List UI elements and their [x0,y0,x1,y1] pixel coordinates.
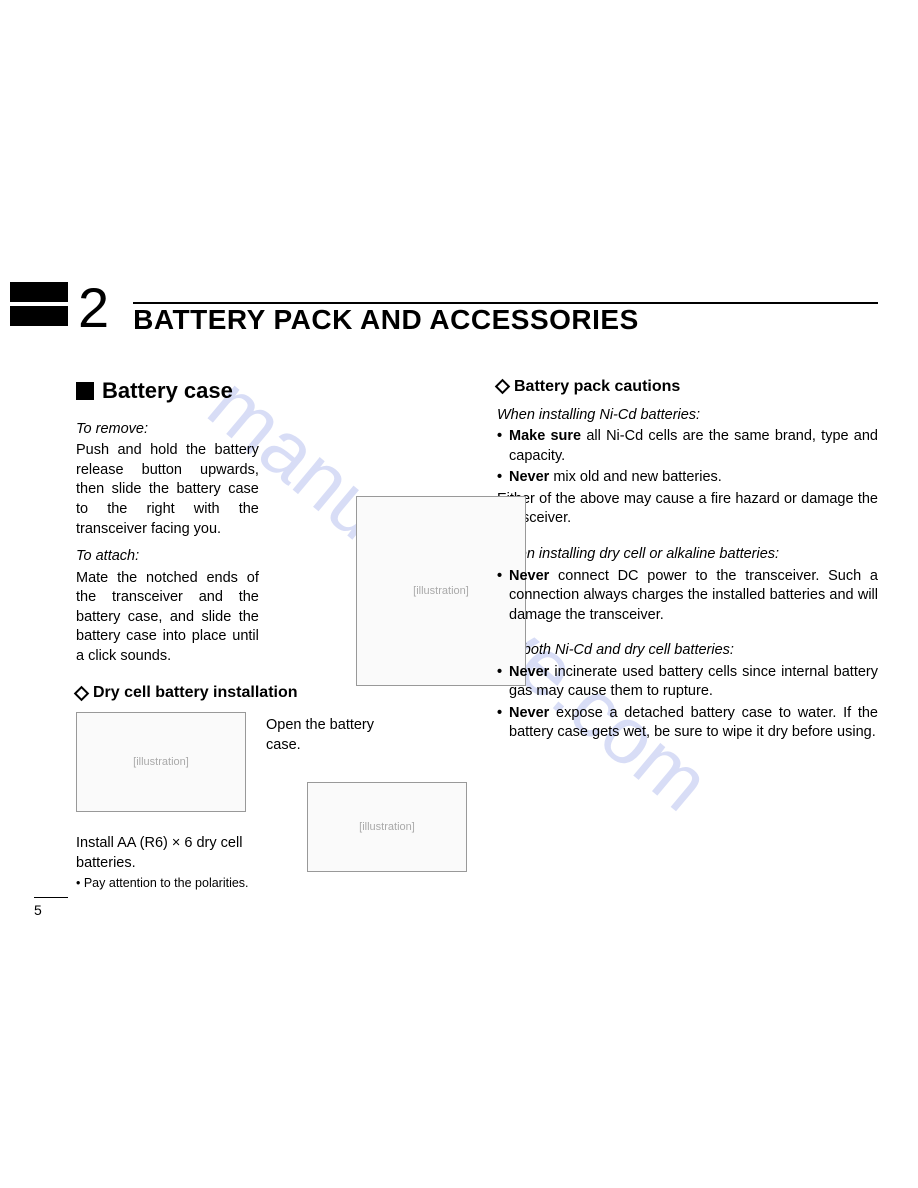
chapter-title-wrap: BATTERY PACK AND ACCESSORIES [133,302,878,336]
dry-list: Never connect DC power to the transceive… [497,567,878,626]
polarity-note: • Pay attention to the polarities. [76,875,457,892]
install-caption: Install AA (R6) × 6 dry cell batteries. [76,834,266,873]
nicd-label: When installing Ni-Cd batteries: [497,406,878,426]
dry-bullet-1: Never connect DC power to the transceive… [497,567,878,626]
diamond-bullet-icon [74,685,90,701]
right-column: Battery pack cautions When installing Ni… [497,376,878,892]
battery-case-heading: Battery case [76,376,457,406]
page-number: 5 [34,902,42,918]
chapter-title: BATTERY PACK AND ACCESSORIES [133,304,878,336]
cautions-heading-text: Battery pack cautions [514,376,680,398]
to-remove-text: Push and hold the battery release button… [76,441,259,539]
both-b2-rest: expose a detached battery case to water.… [509,705,878,741]
both-bullet-2: Never expose a detached battery case to … [497,704,878,743]
dry-b1-bold: Never [509,568,549,584]
nicd-b2-rest: mix old and new batteries. [549,469,721,485]
illustration-open-case: [illustration] [76,712,246,812]
nicd-after: Either of the above may cause a fire haz… [497,490,878,529]
both-label: For both Ni-Cd and dry cell batteries: [497,641,878,661]
dry-cell-block: [illustration] Open the battery case. [i… [76,712,457,892]
chapter-number: 2 [78,280,109,336]
page-number-rule [34,897,68,898]
open-case-caption: Open the battery case. [266,716,386,755]
nicd-list: Make sure all Ni-Cd cells are the same b… [497,427,878,488]
nicd-b2-bold: Never [509,469,549,485]
left-column: Battery case To remove: Push and hold th… [76,376,457,892]
page-content: 2 BATTERY PACK AND ACCESSORIES Battery c… [10,280,878,892]
cautions-heading: Battery pack cautions [497,376,878,398]
battery-case-heading-text: Battery case [102,376,233,406]
both-b1-rest: incinerate used battery cells since inte… [509,664,878,700]
dry-cell-heading-text: Dry cell battery installation [93,682,298,704]
square-bullet-icon [76,382,94,400]
nicd-bullet-1: Make sure all Ni-Cd cells are the same b… [497,427,878,466]
dry-b1-rest: connect DC power to the transceiver. Suc… [509,568,878,623]
content-columns: Battery case To remove: Push and hold th… [76,376,878,892]
chapter-marker-bars [10,282,68,330]
to-remove-label: To remove: [76,420,457,440]
dry-label: When installing dry cell or alkaline bat… [497,545,878,565]
nicd-bullet-2: Never mix old and new batteries. [497,468,878,488]
illustration-install-batteries: [illustration] [307,782,467,872]
both-b2-bold: Never [509,705,549,721]
page-number-wrap: 5 [34,897,68,918]
nicd-b1-bold: Make sure [509,428,581,444]
chapter-header: 2 BATTERY PACK AND ACCESSORIES [10,280,878,336]
both-bullet-1: Never incinerate used battery cells sinc… [497,663,878,702]
both-list: Never incinerate used battery cells sinc… [497,663,878,743]
to-attach-text: Mate the notched ends of the transceiver… [76,569,259,667]
both-b1-bold: Never [509,664,549,680]
diamond-bullet-icon [495,379,511,395]
